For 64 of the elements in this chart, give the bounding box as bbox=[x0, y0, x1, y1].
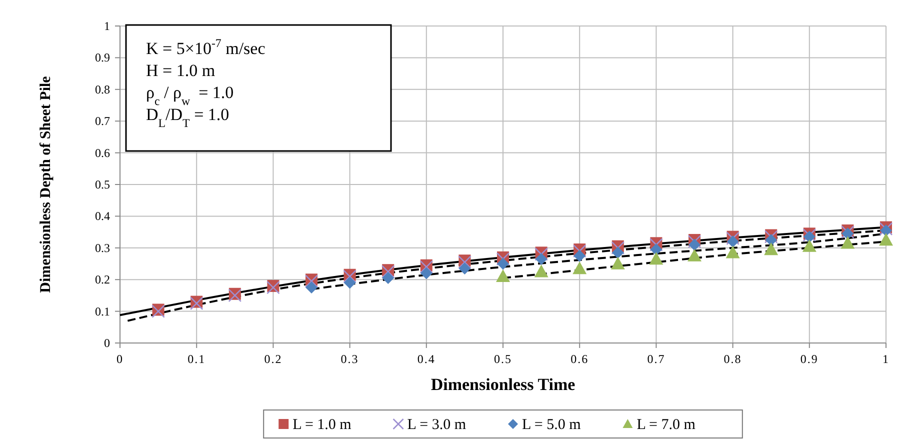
x-tick-label: 0.8 bbox=[724, 352, 742, 366]
legend-label: L = 3.0 m bbox=[407, 417, 466, 433]
x-axis-title: Dimensionless Time bbox=[430, 375, 576, 394]
y-tick-label: 0.7 bbox=[95, 114, 110, 128]
point bbox=[879, 232, 893, 246]
point bbox=[765, 234, 778, 246]
point bbox=[802, 239, 816, 252]
point bbox=[612, 246, 624, 259]
point bbox=[306, 282, 318, 294]
x-tick-label: 0.3 bbox=[340, 352, 359, 366]
annotation: D$_{L}$/D$_{T}$ = 1.0 bbox=[146, 105, 230, 130]
x-tick-label: 0.4 bbox=[417, 352, 436, 366]
point bbox=[842, 228, 854, 240]
point bbox=[420, 267, 432, 280]
point bbox=[496, 252, 510, 266]
point bbox=[726, 246, 740, 258]
point bbox=[343, 270, 356, 284]
point bbox=[650, 243, 662, 256]
point bbox=[497, 258, 509, 270]
point bbox=[534, 264, 548, 278]
x-tick-label: 0.6 bbox=[570, 352, 589, 366]
point bbox=[344, 276, 356, 289]
x-tick-label: 0.2 bbox=[264, 352, 282, 366]
y-tick-label: 0.1 bbox=[95, 304, 110, 318]
y-axis-title: Dimensionless Depth of Sheet Pile bbox=[38, 76, 54, 293]
y-tick-label: 0.3 bbox=[95, 240, 110, 255]
point bbox=[649, 252, 664, 265]
x-tick-label: 0.5 bbox=[494, 352, 512, 366]
y-tick-label: 0.6 bbox=[95, 146, 110, 160]
y-tick-label: 0.4 bbox=[95, 209, 110, 224]
annotation: ρ$_{c}$ / ρ$_{w}$ = 1.0 bbox=[146, 83, 234, 108]
point bbox=[574, 250, 586, 262]
point bbox=[458, 262, 471, 275]
y-tick-label: 0.2 bbox=[95, 272, 110, 287]
annotation: K = 5×10$^{-7}$ m/sec bbox=[146, 36, 266, 58]
point bbox=[420, 260, 434, 274]
point bbox=[688, 238, 700, 251]
x-tick-label: 0.7 bbox=[647, 352, 666, 366]
point bbox=[840, 236, 855, 249]
point bbox=[726, 236, 739, 248]
point bbox=[610, 256, 625, 270]
y-tick-label: 1 bbox=[104, 19, 110, 33]
point bbox=[228, 288, 242, 302]
x-tick-label: 0.9 bbox=[800, 352, 818, 366]
x-tick-label: 1 bbox=[882, 352, 890, 366]
point bbox=[688, 248, 702, 262]
annotation: H = 1.0 m bbox=[146, 61, 216, 80]
point bbox=[535, 252, 548, 265]
legend-label: L = 5.0 m bbox=[522, 417, 582, 433]
legend-label: L = 1.0 m bbox=[292, 417, 352, 433]
x-tick-label: 0 bbox=[116, 352, 124, 366]
legend-label: L = 7.0 m bbox=[636, 417, 696, 433]
y-tick-label: 0.5 bbox=[95, 178, 110, 192]
point bbox=[382, 272, 394, 284]
point bbox=[572, 262, 587, 274]
point bbox=[572, 244, 586, 258]
x-tick-label: 0.1 bbox=[188, 352, 206, 366]
point bbox=[190, 296, 204, 310]
point bbox=[496, 269, 510, 282]
point bbox=[764, 242, 778, 256]
point bbox=[266, 280, 280, 294]
y-tick-label: 0.9 bbox=[95, 50, 110, 65]
y-tick-label: 0 bbox=[104, 336, 110, 350]
y-tick-label: 0.8 bbox=[95, 82, 110, 96]
